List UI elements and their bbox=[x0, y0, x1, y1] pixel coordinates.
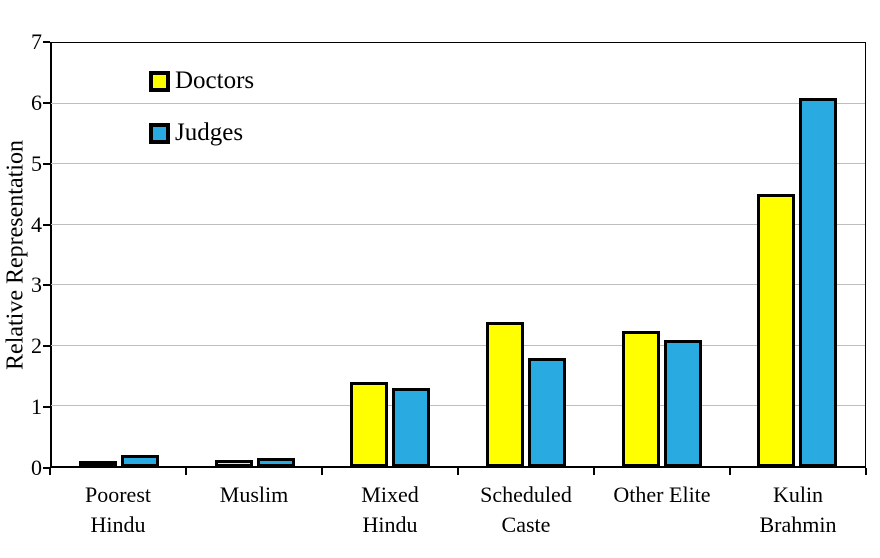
bar-doctors-scheduled-caste bbox=[485, 321, 524, 467]
x-label-mixed-hindu: Mixed Hindu bbox=[361, 482, 419, 537]
x-tick-mark-3 bbox=[457, 468, 459, 475]
doctors-swatch-icon bbox=[149, 70, 170, 92]
y-tick-label-7: 7 bbox=[31, 29, 42, 54]
y-tick-mark-1 bbox=[43, 406, 50, 409]
y-tick-mark-7 bbox=[43, 41, 50, 43]
x-label-other-elite: Other Elite bbox=[613, 482, 711, 507]
judges-swatch-icon bbox=[149, 122, 170, 144]
bar-doctors-poorest-hindu bbox=[78, 460, 117, 467]
x-label-kulin-brahmin: Kulin Brahmin bbox=[759, 482, 837, 537]
bar-judges-scheduled-caste bbox=[527, 357, 566, 467]
y-tick-label-6: 6 bbox=[31, 89, 42, 115]
gridline-3 bbox=[51, 284, 865, 286]
x-tick-mark-5 bbox=[729, 468, 731, 475]
y-tick-mark-6 bbox=[43, 101, 50, 104]
x-tick-mark-4 bbox=[593, 468, 595, 475]
x-tick-mark-2 bbox=[321, 468, 323, 475]
legend-label-judges: Judges bbox=[175, 119, 244, 146]
x-tick-mark-1 bbox=[185, 468, 187, 475]
gridline-2 bbox=[51, 344, 865, 346]
legend-item-judges: Judges bbox=[149, 119, 254, 147]
y-tick-label-1: 1 bbox=[31, 394, 42, 420]
legend-label-doctors: Doctors bbox=[175, 67, 255, 94]
x-tick-mark-0 bbox=[49, 468, 51, 475]
y-tick-mark-4 bbox=[43, 223, 50, 226]
x-label-muslim: Muslim bbox=[219, 482, 289, 507]
x-label-poorest-hindu: Poorest Hindu bbox=[85, 482, 151, 537]
gridline-6 bbox=[51, 102, 865, 104]
y-tick-mark-2 bbox=[43, 345, 50, 348]
bar-doctors-kulin-brahmin bbox=[757, 194, 796, 467]
x-tick-mark-6 bbox=[865, 468, 867, 475]
bar-doctors-other-elite bbox=[621, 330, 660, 467]
bar-judges-poorest-hindu bbox=[120, 454, 159, 467]
plot-area: Doctors Judges bbox=[50, 42, 866, 468]
bar-doctors-muslim bbox=[214, 459, 253, 467]
y-tick-label-5: 5 bbox=[31, 150, 42, 176]
y-tick-mark-0 bbox=[43, 467, 50, 469]
bar-judges-muslim bbox=[256, 457, 295, 467]
gridline-5 bbox=[51, 163, 865, 165]
bar-judges-mixed-hindu bbox=[392, 388, 431, 467]
y-axis-line bbox=[50, 43, 52, 467]
y-tick-label-0: 0 bbox=[31, 455, 42, 480]
gridline-1 bbox=[51, 405, 865, 407]
x-label-scheduled-caste: Scheduled Caste bbox=[480, 482, 572, 537]
legend-item-doctors: Doctors bbox=[149, 67, 254, 95]
legend: Doctors Judges bbox=[149, 67, 254, 171]
y-tick-label-3: 3 bbox=[31, 272, 42, 298]
y-tick-mark-3 bbox=[43, 284, 50, 287]
gridline-4 bbox=[51, 223, 865, 225]
bar-doctors-mixed-hindu bbox=[350, 382, 389, 467]
y-tick-mark-5 bbox=[43, 162, 50, 165]
x-axis-line bbox=[51, 466, 865, 468]
y-tick-label-2: 2 bbox=[31, 333, 42, 359]
bar-judges-other-elite bbox=[663, 339, 702, 467]
y-tick-label-4: 4 bbox=[31, 211, 42, 237]
bar-judges-kulin-brahmin bbox=[799, 97, 838, 467]
